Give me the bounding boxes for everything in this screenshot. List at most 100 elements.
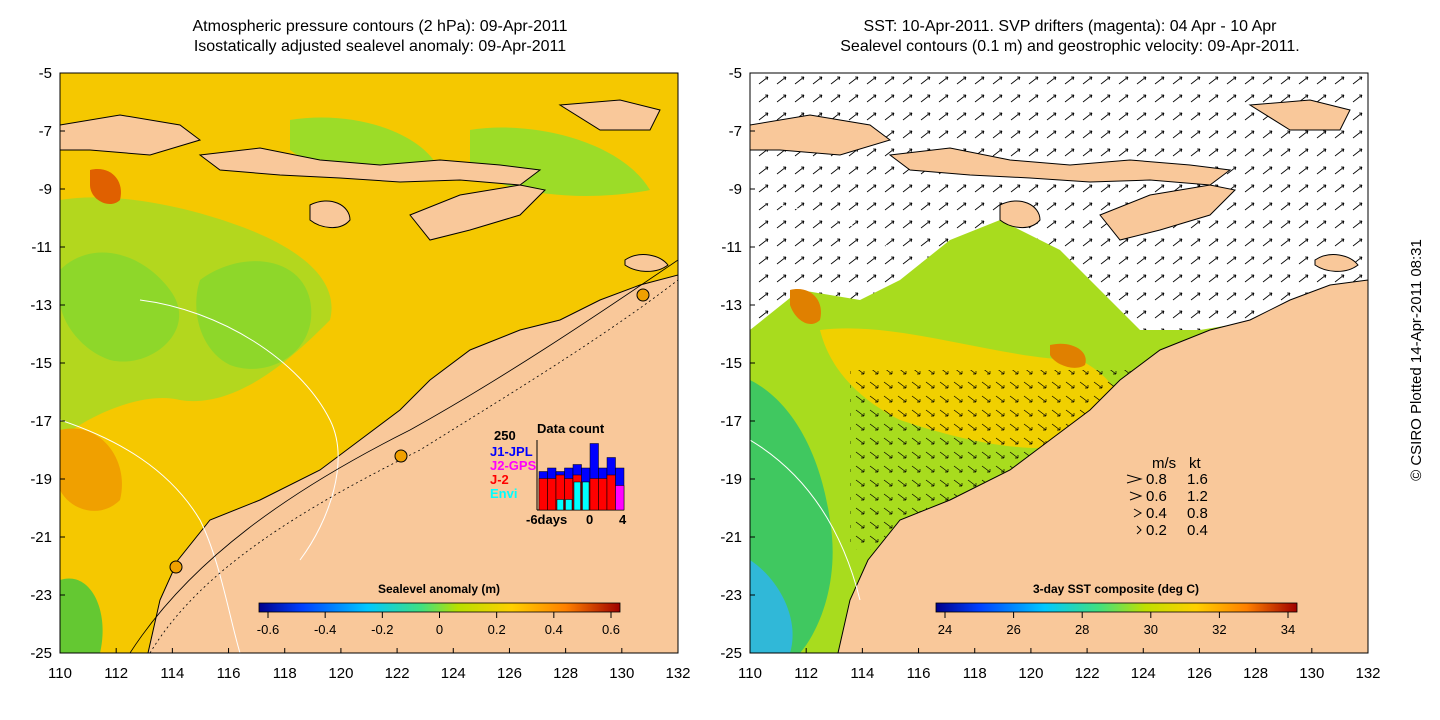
left-map <box>60 73 678 653</box>
y-tick-label: -13 <box>720 297 742 314</box>
data-count-bar-envi <box>582 481 590 511</box>
velocity-kt-value: 1.2 <box>1187 488 1208 505</box>
colorbar-tick-label: -0.4 <box>314 622 336 637</box>
colorbar-tick-label: 24 <box>938 622 952 637</box>
lesser-sunda-islands <box>198 147 542 186</box>
y-tick-label: -21 <box>30 529 52 546</box>
x-tick-label: 114 <box>850 665 874 682</box>
x-tick-label: 132 <box>665 665 690 682</box>
y-tick-label: -9 <box>39 181 52 198</box>
x-tick-label: 128 <box>1243 665 1268 682</box>
velocity-ms-value: 0.2 <box>1146 522 1167 539</box>
colorbar-tick-label: 0.4 <box>545 622 563 637</box>
northern-island <box>558 99 661 131</box>
pressure-contour <box>60 419 241 653</box>
left-x-axis: 110 112 114 116 118 120 122 124 126 128 130 132 <box>48 648 691 682</box>
sumba-island <box>309 200 351 228</box>
sealevel-colorbar-title: Sealevel anomaly (m) <box>378 582 500 596</box>
velocity-scale-arrow <box>1126 474 1143 484</box>
y-tick-label: -15 <box>30 355 52 372</box>
x-tick-label: 126 <box>497 665 522 682</box>
left-title-line1: Atmospheric pressure contours (2 hPa): 0… <box>192 18 568 35</box>
velocity-scale-rows: 0.8 1.60.6 1.20.4 0.80.2 0.4 <box>1126 471 1208 539</box>
tide-gauge-marker <box>169 560 183 574</box>
depth-contour <box>129 259 678 653</box>
sealevel-colorbar-ticks: -0.6 -0.4 -0.2 0 0.2 0.4 0.6 <box>257 612 620 637</box>
x-tick-label: 122 <box>1075 665 1100 682</box>
colorbar-tick-label: 34 <box>1281 622 1295 637</box>
tide-gauge-marker <box>636 288 650 302</box>
high-anomaly-patch <box>90 169 121 205</box>
x-tick-label: 120 <box>328 665 353 682</box>
y-tick-label: -11 <box>721 239 742 256</box>
low-anomaly-region <box>60 197 332 440</box>
y-tick-label: -19 <box>30 471 52 488</box>
y-tick-label: -13 <box>30 297 52 314</box>
colorbar-tick-label: 0.6 <box>602 622 620 637</box>
data-count-title: Data count <box>537 421 605 436</box>
x-tick-label: 130 <box>609 665 634 682</box>
sst-cold-region <box>750 560 793 653</box>
y-tick-label: -25 <box>720 645 742 662</box>
data-count-bar-j2gps <box>615 485 625 511</box>
sst-colorbar: 3-day SST composite (deg C) 24 26 28 30 32 34 <box>935 582 1298 637</box>
x-tick-label: 128 <box>553 665 578 682</box>
x-tick-label: 110 <box>48 665 72 682</box>
colorbar-tick-label: -0.6 <box>257 622 279 637</box>
data-count-xlabel: -6days <box>526 512 567 527</box>
velocity-unit-kt: kt <box>1189 455 1202 472</box>
velocity-ms-value: 0.4 <box>1146 505 1167 522</box>
velocity-kt-value: 0.4 <box>1187 522 1208 539</box>
sst-colorbar-title: 3-day SST composite (deg C) <box>1033 582 1199 596</box>
velocity-kt-value: 0.8 <box>1187 505 1208 522</box>
data-count-bar-envi <box>573 481 581 511</box>
colorbar-tick-label: 32 <box>1212 622 1226 637</box>
northern-island <box>1248 99 1351 131</box>
data-count-bar-envi <box>556 499 564 511</box>
x-tick-label: 130 <box>1299 665 1324 682</box>
x-tick-label: 126 <box>1187 665 1212 682</box>
data-count-max: 250 <box>494 428 516 443</box>
velocity-scale-arrow <box>1133 508 1143 518</box>
depth-contour <box>149 279 678 653</box>
tide-gauge-marker <box>394 449 408 463</box>
x-tick-label: 124 <box>1131 665 1156 682</box>
data-count-bar-j2 <box>606 474 616 511</box>
data-count-legend-item: Envi <box>490 486 517 501</box>
sealevel-colorbar: Sealevel anomaly (m) -0.6 -0.4 -0.2 0 0.2 0.4… <box>257 582 621 637</box>
velocity-ms-value: 0.8 <box>1146 471 1167 488</box>
left-title-line2: Isostatically adjusted sealevel anomaly:… <box>193 38 567 55</box>
data-count-legend-item: J2-GPS <box>490 458 537 473</box>
y-tick-label: -17 <box>720 413 742 430</box>
right-title-line2: Sealevel contours (0.1 m) and geostrophi… <box>840 38 1300 55</box>
colorbar-tick-label: 26 <box>1006 622 1020 637</box>
y-tick-label: -19 <box>720 471 742 488</box>
y-tick-label: -17 <box>30 413 52 430</box>
x-tick-label: 114 <box>160 665 184 682</box>
colorbar-tick-label: -0.2 <box>371 622 393 637</box>
y-tick-label: -7 <box>729 123 742 140</box>
java-island <box>60 114 202 156</box>
left-map-title: Atmospheric pressure contours (2 hPa): 0… <box>40 17 720 57</box>
data-count-legend-item: J-2 <box>490 472 509 487</box>
data-count-bar-j2 <box>598 478 608 511</box>
data-count-bars <box>538 443 625 511</box>
data-count-bar-j2 <box>538 478 548 511</box>
high-anomaly-patch <box>60 428 122 511</box>
y-tick-label: -25 <box>30 645 52 662</box>
velocity-kt-value: 1.6 <box>1187 471 1208 488</box>
y-tick-label: -5 <box>39 65 52 82</box>
right-x-axis: 110 112 114 116 118 120 122 124 126 128 130 132 <box>738 648 1381 682</box>
velocity-scale-arrow <box>1136 525 1142 535</box>
australia-landmass <box>837 279 1368 653</box>
data-count-xlabel: 0 <box>586 512 593 527</box>
data-count-xlabel: 4 <box>619 512 627 527</box>
australia-landmass <box>147 274 678 653</box>
timor-island <box>1099 184 1237 241</box>
data-count-bar-j2 <box>589 478 599 511</box>
sst-hot-spot <box>1050 343 1086 368</box>
y-tick-label: -9 <box>729 181 742 198</box>
colorbar-tick-label: 0.2 <box>488 622 506 637</box>
